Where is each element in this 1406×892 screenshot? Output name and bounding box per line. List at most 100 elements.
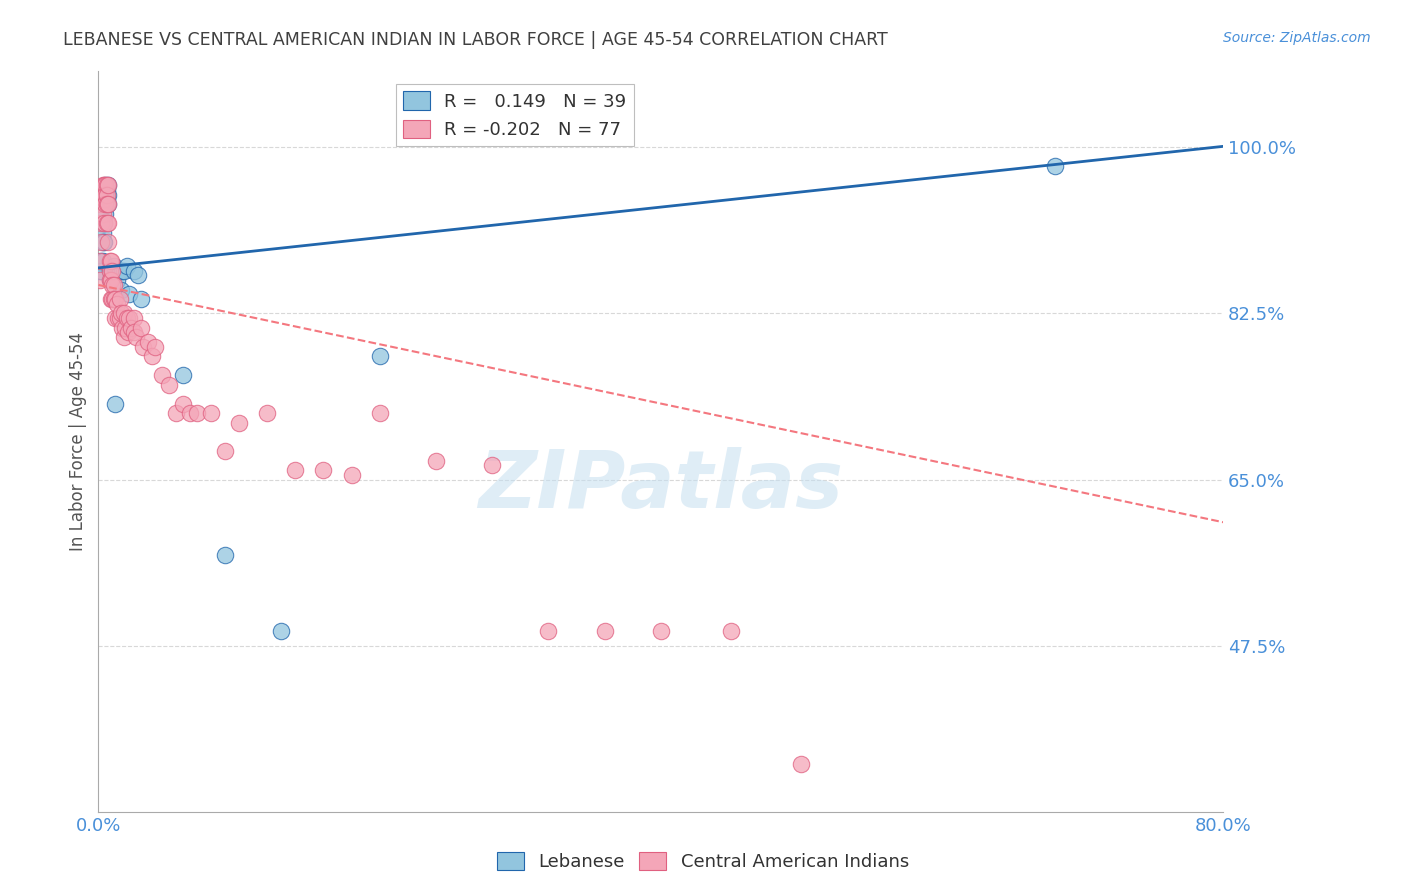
Point: [104, 396, 127, 410]
Point: [101, 263, 124, 277]
Point: [110, 283, 132, 297]
Point: [103, 259, 125, 273]
Point: [143, 340, 166, 354]
Text: ZIPatlas: ZIPatlas: [478, 447, 844, 525]
Point: [107, 311, 129, 326]
Point: [90, 235, 112, 250]
Point: [111, 320, 134, 334]
Point: [228, 416, 250, 430]
Point: [122, 263, 145, 277]
Point: [179, 406, 201, 420]
Point: [103, 292, 125, 306]
Point: [96, 187, 118, 202]
Point: [97, 197, 120, 211]
Point: [100, 254, 122, 268]
Point: [593, 624, 616, 639]
Point: [172, 396, 194, 410]
Point: [94, 187, 117, 202]
Point: [91, 235, 114, 250]
Point: [91, 254, 114, 268]
Point: [114, 320, 136, 334]
Point: [129, 292, 152, 306]
Y-axis label: In Labor Force | Age 45-54: In Labor Force | Age 45-54: [69, 332, 87, 551]
Point: [368, 406, 391, 420]
Point: [96, 183, 118, 197]
Point: [101, 277, 124, 292]
Point: [97, 178, 120, 193]
Point: [105, 297, 128, 311]
Point: [89, 254, 111, 268]
Point: [93, 178, 115, 193]
Point: [97, 178, 120, 193]
Point: [89, 263, 111, 277]
Point: [91, 207, 114, 221]
Point: [172, 368, 194, 383]
Legend: R =   0.149   N = 39, R = -0.202   N = 77: R = 0.149 N = 39, R = -0.202 N = 77: [395, 84, 634, 146]
Point: [96, 197, 118, 211]
Point: [110, 306, 132, 320]
Point: [97, 216, 120, 230]
Point: [89, 273, 111, 287]
Point: [312, 463, 335, 477]
Point: [112, 330, 135, 344]
Point: [118, 287, 141, 301]
Point: [117, 326, 139, 340]
Point: [90, 197, 112, 211]
Point: [94, 178, 117, 193]
Point: [98, 263, 121, 277]
Point: [105, 273, 128, 287]
Point: [100, 273, 122, 287]
Point: [200, 406, 222, 420]
Point: [108, 292, 131, 306]
Point: [91, 178, 114, 193]
Point: [125, 330, 148, 344]
Point: [93, 187, 115, 202]
Point: [103, 277, 125, 292]
Point: [97, 187, 120, 202]
Point: [94, 197, 117, 211]
Point: [214, 549, 236, 563]
Point: [94, 197, 117, 211]
Point: [93, 216, 115, 230]
Point: [186, 406, 208, 420]
Point: [90, 263, 112, 277]
Point: [97, 235, 120, 250]
Point: [112, 306, 135, 320]
Point: [129, 320, 152, 334]
Point: [141, 349, 163, 363]
Point: [368, 349, 391, 363]
Point: [157, 377, 180, 392]
Point: [165, 406, 187, 420]
Text: LEBANESE VS CENTRAL AMERICAN INDIAN IN LABOR FORCE | AGE 45-54 CORRELATION CHART: LEBANESE VS CENTRAL AMERICAN INDIAN IN L…: [63, 31, 889, 49]
Point: [96, 178, 118, 193]
Point: [340, 467, 363, 482]
Point: [214, 444, 236, 458]
Point: [93, 216, 115, 230]
Point: [650, 624, 672, 639]
Point: [481, 458, 503, 473]
Point: [256, 406, 278, 420]
Point: [100, 263, 122, 277]
Point: [96, 193, 118, 207]
Point: [537, 624, 560, 639]
Point: [720, 624, 742, 639]
Point: [122, 311, 145, 326]
Point: [91, 226, 114, 240]
Point: [270, 624, 292, 639]
Point: [94, 207, 117, 221]
Point: [136, 334, 159, 349]
Point: [132, 340, 155, 354]
Point: [94, 178, 117, 193]
Point: [150, 368, 173, 383]
Text: Source: ZipAtlas.com: Source: ZipAtlas.com: [1223, 31, 1371, 45]
Point: [122, 326, 145, 340]
Point: [108, 263, 131, 277]
Point: [1043, 159, 1066, 173]
Point: [91, 187, 114, 202]
Point: [115, 259, 138, 273]
Point: [115, 311, 138, 326]
Point: [98, 254, 121, 268]
Point: [284, 463, 307, 477]
Point: [120, 320, 142, 334]
Point: [100, 292, 122, 306]
